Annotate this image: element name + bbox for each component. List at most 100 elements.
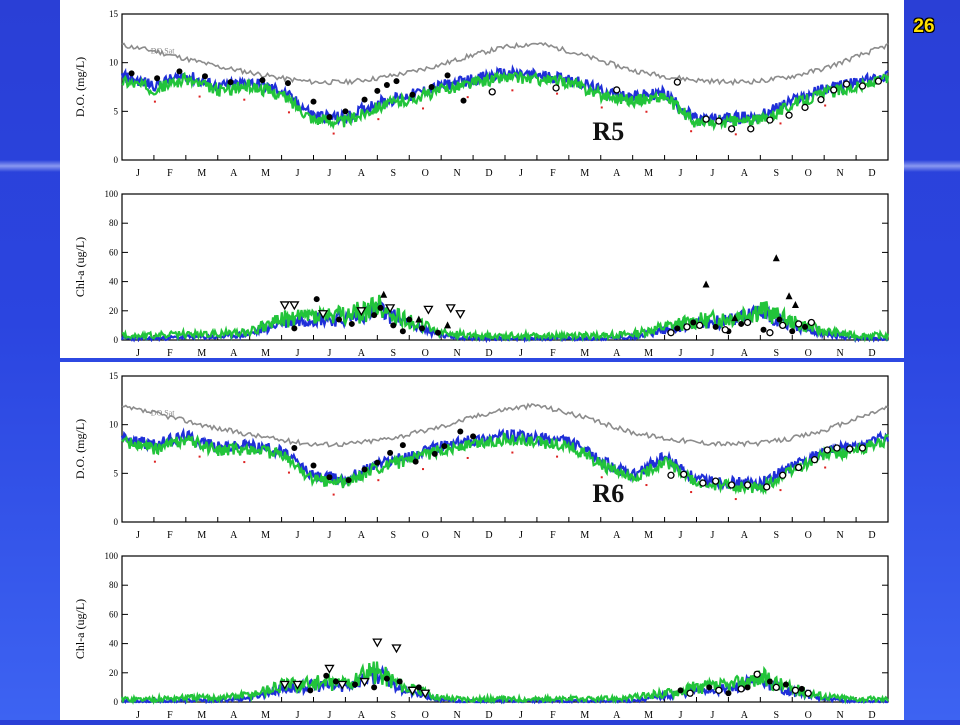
r6-chla-ytick-label: 60: [109, 609, 119, 619]
r5-chla-obs-filled-point: [371, 312, 378, 319]
r5-chla-month-label: J: [711, 348, 715, 358]
r5-do-obs-open-point: [715, 117, 723, 125]
r6-chla-obs-filled-point: [332, 678, 339, 685]
r5-chla-obs-filled-point: [419, 325, 426, 332]
r5-do-red-mark: [153, 100, 156, 103]
r6-chla-obs-filled-point: [725, 690, 732, 697]
r5-do-obs-filled-point: [374, 87, 381, 94]
r5-chla-obs-filled-point: [313, 296, 320, 303]
r6-do-month-label: O: [805, 530, 812, 541]
r5-do-month-label: A: [741, 168, 749, 179]
r5-do-red-mark: [645, 110, 648, 113]
r6-chla-obs-triangle-down: [337, 680, 348, 690]
station-r5-panel: 0 5 10 15 D.O. (mg/L) J F M A M J J A S O N D J F M A M J J A S O N…: [60, 0, 904, 359]
r5-chla-month-label: J: [136, 348, 140, 358]
r6-do-month-label: D: [485, 530, 492, 541]
r6-chla-obs-open-point: [737, 685, 745, 693]
r6-chla-month-label: J: [328, 710, 332, 720]
r5-do-month-label: N: [454, 168, 461, 179]
r6-chla-obs-filled-point: [351, 681, 358, 688]
r6-do-month-label: M: [197, 530, 206, 541]
r5-chla-obs-triangle-up: [772, 254, 780, 262]
r5-do-red-mark: [287, 111, 290, 114]
r6-do-month-label: A: [230, 530, 238, 541]
r6-do-red-mark: [153, 460, 156, 463]
r6-do-red-mark: [243, 461, 246, 464]
r5-chla-month-label: D: [485, 348, 492, 358]
r5-chla-month-label: J: [519, 348, 523, 358]
r6-chla-month-label: A: [358, 710, 366, 720]
r6-do-obs-filled-point: [326, 474, 333, 481]
r5-do-month-label: M: [197, 168, 206, 179]
r5-chla-obs-filled-point: [802, 323, 809, 330]
r5-chla-month-label: D: [868, 348, 875, 358]
r6-do-red-mark: [466, 456, 469, 459]
r5-do-month-label: D: [485, 168, 492, 179]
r5-do-month-label: M: [644, 168, 653, 179]
r5-do-red-mark: [779, 122, 782, 125]
r5-do-red-mark: [466, 96, 469, 99]
r6-chla-ytick-label: 80: [109, 580, 119, 590]
r6-chla-month-label: J: [136, 710, 140, 720]
r6-chla-obs-filled-point: [396, 678, 403, 685]
r5-do-month-label: F: [167, 168, 173, 179]
r6-chla-month-label: J: [296, 710, 300, 720]
r5-do-obs-open-point: [842, 80, 851, 88]
r5-chla-ytick-label: 40: [109, 277, 119, 287]
r5-chla-ylabel: Chl-a (ug/L): [73, 237, 87, 297]
r6-chla-obs-triangle-down: [391, 644, 402, 654]
r6-chla-obs-filled-point: [706, 684, 713, 691]
r5-chla-obs-triangle-up: [702, 280, 710, 288]
r6-chla-obs-open-point: [715, 686, 723, 694]
r6-do-obs-open-point: [743, 481, 752, 489]
r5-do-obs-open-point: [785, 111, 793, 119]
r6-do-ylabel: D.O. (mg/L): [73, 419, 87, 479]
r6-do-month-label: J: [711, 530, 715, 541]
r5-chla-obs-filled-point: [336, 316, 343, 323]
r5-chla-obs-triangle-down: [455, 310, 466, 320]
r6-do-obs-filled-point: [361, 466, 368, 473]
r6-chla-month-label: M: [197, 710, 206, 720]
r6-do-month-label: F: [167, 530, 173, 541]
station-r5-charts: 0 5 10 15 D.O. (mg/L) J F M A M J J A S O N D J F M A M J J A S O N…: [73, 9, 890, 359]
r5-chla-obs-filled-point: [674, 325, 681, 332]
r6-do-obs-open-point: [810, 456, 819, 464]
r5-chla-ytick-label: 60: [109, 247, 119, 257]
r5-chla-obs-triangle-down: [279, 301, 290, 311]
r5-chla-obs-triangle-down: [445, 304, 456, 314]
r6-chla-month-label: F: [167, 710, 173, 720]
r6-chla-obs-triangle-down: [292, 680, 303, 690]
r5-chla-model-green-line: [121, 294, 890, 343]
r5-chla-obs-filled-point: [406, 316, 413, 323]
r5-do-obs-filled-point: [342, 108, 349, 115]
r6-chla-model-green-line: [120, 661, 890, 705]
r6-do-month-label: N: [837, 530, 844, 541]
r5-chla-month-label: J: [328, 348, 332, 358]
r6-do-month-label: M: [580, 530, 589, 541]
r5-chla-month-label: O: [805, 348, 812, 358]
r6-do-obs-open-point: [858, 444, 867, 452]
r5-chla-obs-filled-point: [348, 320, 355, 327]
r6-do-red-mark: [779, 489, 782, 492]
r6-chla-obs-filled-point: [371, 684, 378, 691]
r5-do-obs-filled-point: [284, 80, 291, 87]
r6-do-model-green-line: [121, 431, 889, 496]
r5-chla-ytick-label: 100: [105, 189, 119, 199]
r6-chla-ylabel: Chl-a (ug/L): [73, 599, 87, 659]
r6-do-month-label: N: [454, 530, 461, 541]
r5-do-obs-filled-point: [460, 97, 467, 104]
r6-chla-month-label: J: [519, 710, 523, 720]
r5-do-ylabel: D.O. (mg/L): [73, 57, 87, 117]
r5-do-month-label: J: [136, 168, 140, 179]
r6-do-obs-filled-point: [387, 449, 394, 456]
r5-do-obs-open-point: [702, 115, 710, 123]
r5-chla-obs-triangle-down: [317, 310, 329, 320]
r5-chla-month-label: F: [550, 348, 556, 358]
r5-do-obs-filled-point: [361, 96, 368, 103]
r6-do-do-sat-annotation: DO Sat: [151, 408, 176, 417]
r6-chla-month-label: J: [679, 710, 683, 720]
r5-do-ytick-label: 0: [114, 155, 119, 165]
r6-do-red-mark: [690, 491, 693, 494]
r5-do-red-mark: [556, 92, 559, 95]
r5-do-red-mark: [511, 89, 514, 92]
